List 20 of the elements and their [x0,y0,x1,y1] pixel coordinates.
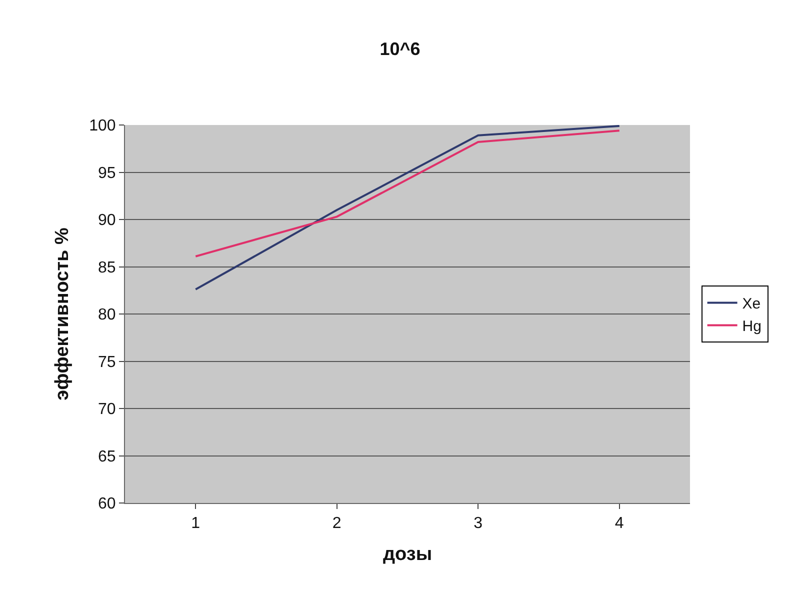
x-tick-label: 3 [474,515,483,532]
y-axis-title: эффективность % [52,228,73,400]
y-tick-label: 95 [98,164,116,182]
y-tick-label: 80 [98,306,116,324]
y-tick-label: 65 [98,448,116,466]
x-tick-label: 4 [614,515,624,532]
y-tick-label: 70 [98,401,116,418]
chart-title: 10^6 [380,38,420,59]
x-axis-title: дозы [382,544,432,565]
y-tick-label: 60 [98,496,116,513]
x-tick-label: 1 [191,515,200,532]
legend-label: Hg [742,318,762,336]
y-tick-label: 100 [89,118,116,135]
line-series [194,125,620,290]
y-tick-label: 75 [98,354,116,371]
y-tick-label: 85 [98,259,116,276]
line-series [194,130,620,258]
x-tick-label: 2 [332,515,342,532]
legend-label: Xe [742,296,761,313]
y-tick-label: 90 [98,212,116,230]
